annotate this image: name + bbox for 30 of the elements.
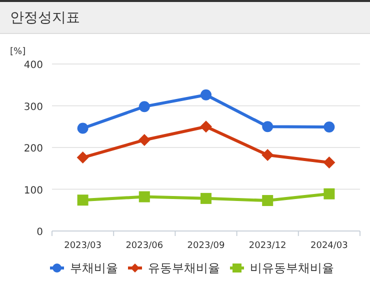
point bbox=[138, 191, 150, 202]
point bbox=[77, 122, 88, 134]
y-axis-title: [%] bbox=[10, 47, 26, 57]
point bbox=[138, 101, 150, 112]
chart-title: 안정성지표 bbox=[10, 10, 80, 26]
point bbox=[76, 152, 89, 164]
y-tick-label: 200 bbox=[24, 144, 43, 154]
y-tick-label: 100 bbox=[24, 185, 43, 196]
point bbox=[200, 89, 212, 100]
point bbox=[262, 195, 274, 206]
x-tick-label: 2024/03 bbox=[310, 241, 348, 251]
x-tick-label: 2023/06 bbox=[126, 241, 164, 251]
point bbox=[200, 120, 212, 133]
legend-label: 유동부채비율 bbox=[148, 261, 220, 275]
point bbox=[323, 156, 336, 169]
y-tick-label: 300 bbox=[24, 102, 43, 113]
x-tick-label: 2023/03 bbox=[64, 241, 102, 251]
y-tick-label: 0 bbox=[36, 227, 43, 238]
x-tick-label: 2023/09 bbox=[187, 241, 225, 251]
legend-label: 비유동부채비율 bbox=[250, 261, 334, 275]
point bbox=[324, 122, 335, 133]
point bbox=[77, 194, 88, 206]
legend-label: 부채비율 bbox=[70, 261, 118, 275]
x-tick-label: 2023/12 bbox=[248, 241, 286, 251]
point bbox=[262, 149, 274, 162]
point bbox=[200, 192, 212, 204]
point bbox=[324, 188, 335, 200]
point bbox=[138, 134, 150, 146]
point bbox=[262, 121, 274, 132]
y-tick-label: 400 bbox=[24, 60, 43, 71]
